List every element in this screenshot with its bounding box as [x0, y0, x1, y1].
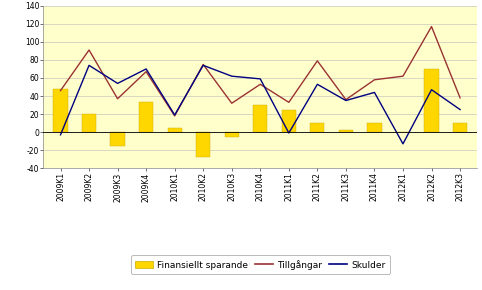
Bar	[82, 114, 96, 132]
Bar	[453, 123, 467, 132]
Bar	[139, 102, 153, 132]
Bar	[110, 132, 125, 146]
Bar	[168, 128, 182, 132]
Bar	[253, 105, 268, 132]
Bar	[225, 132, 239, 137]
Bar	[281, 110, 296, 132]
Bar	[367, 123, 382, 132]
Legend: Finansiellt sparande, Tillgångar, Skulder: Finansiellt sparande, Tillgångar, Skulde…	[131, 255, 389, 274]
Bar	[310, 123, 324, 132]
Bar	[196, 132, 210, 157]
Bar	[54, 89, 67, 132]
Bar	[424, 69, 439, 132]
Bar	[339, 130, 353, 132]
